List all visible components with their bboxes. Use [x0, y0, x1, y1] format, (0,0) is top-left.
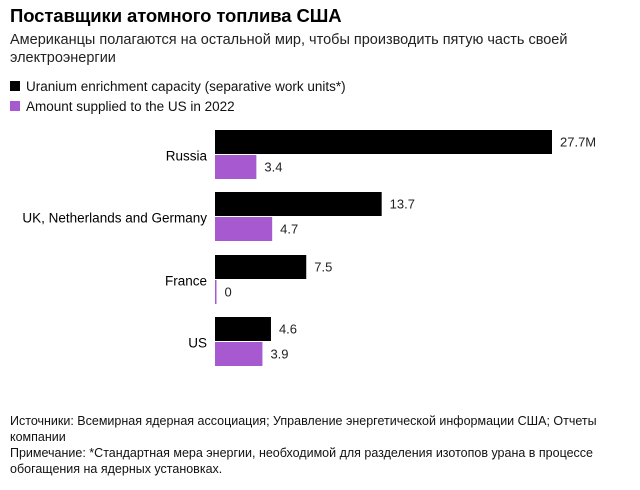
data-label: 13.7: [390, 196, 415, 211]
data-label: 0: [225, 284, 232, 299]
category-label: US: [188, 336, 207, 351]
methodology-note: Примечание: *Стандартная мера энергии, н…: [10, 446, 593, 476]
legend-label-enrichment: Uranium enrichment capacity (separative …: [26, 78, 346, 94]
category-label: Russia: [166, 149, 208, 164]
data-label: 3.4: [264, 159, 282, 174]
bar-enrichment: [215, 255, 307, 279]
data-label: 7.5: [314, 259, 332, 274]
bar-enrichment: [215, 192, 382, 216]
bar-supplied: [215, 280, 217, 304]
legend: Uranium enrichment capacity (separative …: [10, 76, 346, 116]
data-label: 4.7: [280, 221, 298, 236]
data-label: 27.7M: [560, 134, 596, 149]
data-label: 4.6: [279, 321, 297, 336]
chart-title: Поставщики атомного топлива США: [10, 5, 342, 26]
bar-supplied: [215, 155, 257, 179]
category-label: France: [165, 274, 207, 289]
legend-swatch-supplied: [10, 101, 20, 111]
bar-supplied: [215, 342, 263, 366]
legend-swatch-enrichment: [10, 81, 20, 91]
bar-supplied: [215, 217, 273, 241]
footer: Источники: Всемирная ядерная ассоциация;…: [10, 413, 630, 477]
sources-note: Источники: Всемирная ядерная ассоциация;…: [10, 414, 597, 444]
bar-enrichment: [215, 130, 552, 154]
legend-item-enrichment: Uranium enrichment capacity (separative …: [10, 76, 346, 96]
category-label: UK, Netherlands and Germany: [22, 211, 207, 226]
bar-enrichment: [215, 317, 271, 341]
data-label: 3.9: [270, 346, 288, 361]
bar-chart: Russia 27.7M 3.4 UK, Netherlands and German…: [22, 130, 596, 366]
legend-item-supplied: Amount supplied to the US in 2022: [10, 96, 346, 116]
chart-subtitle: Американцы полагаются на остальной мир, …: [10, 32, 568, 66]
legend-label-supplied: Amount supplied to the US in 2022: [26, 98, 235, 114]
